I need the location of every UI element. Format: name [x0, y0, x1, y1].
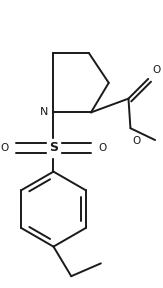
Text: O: O — [0, 143, 8, 153]
Text: O: O — [132, 136, 141, 146]
Text: O: O — [152, 65, 160, 75]
Text: S: S — [49, 141, 58, 154]
Text: N: N — [39, 107, 48, 118]
Text: O: O — [99, 143, 107, 153]
